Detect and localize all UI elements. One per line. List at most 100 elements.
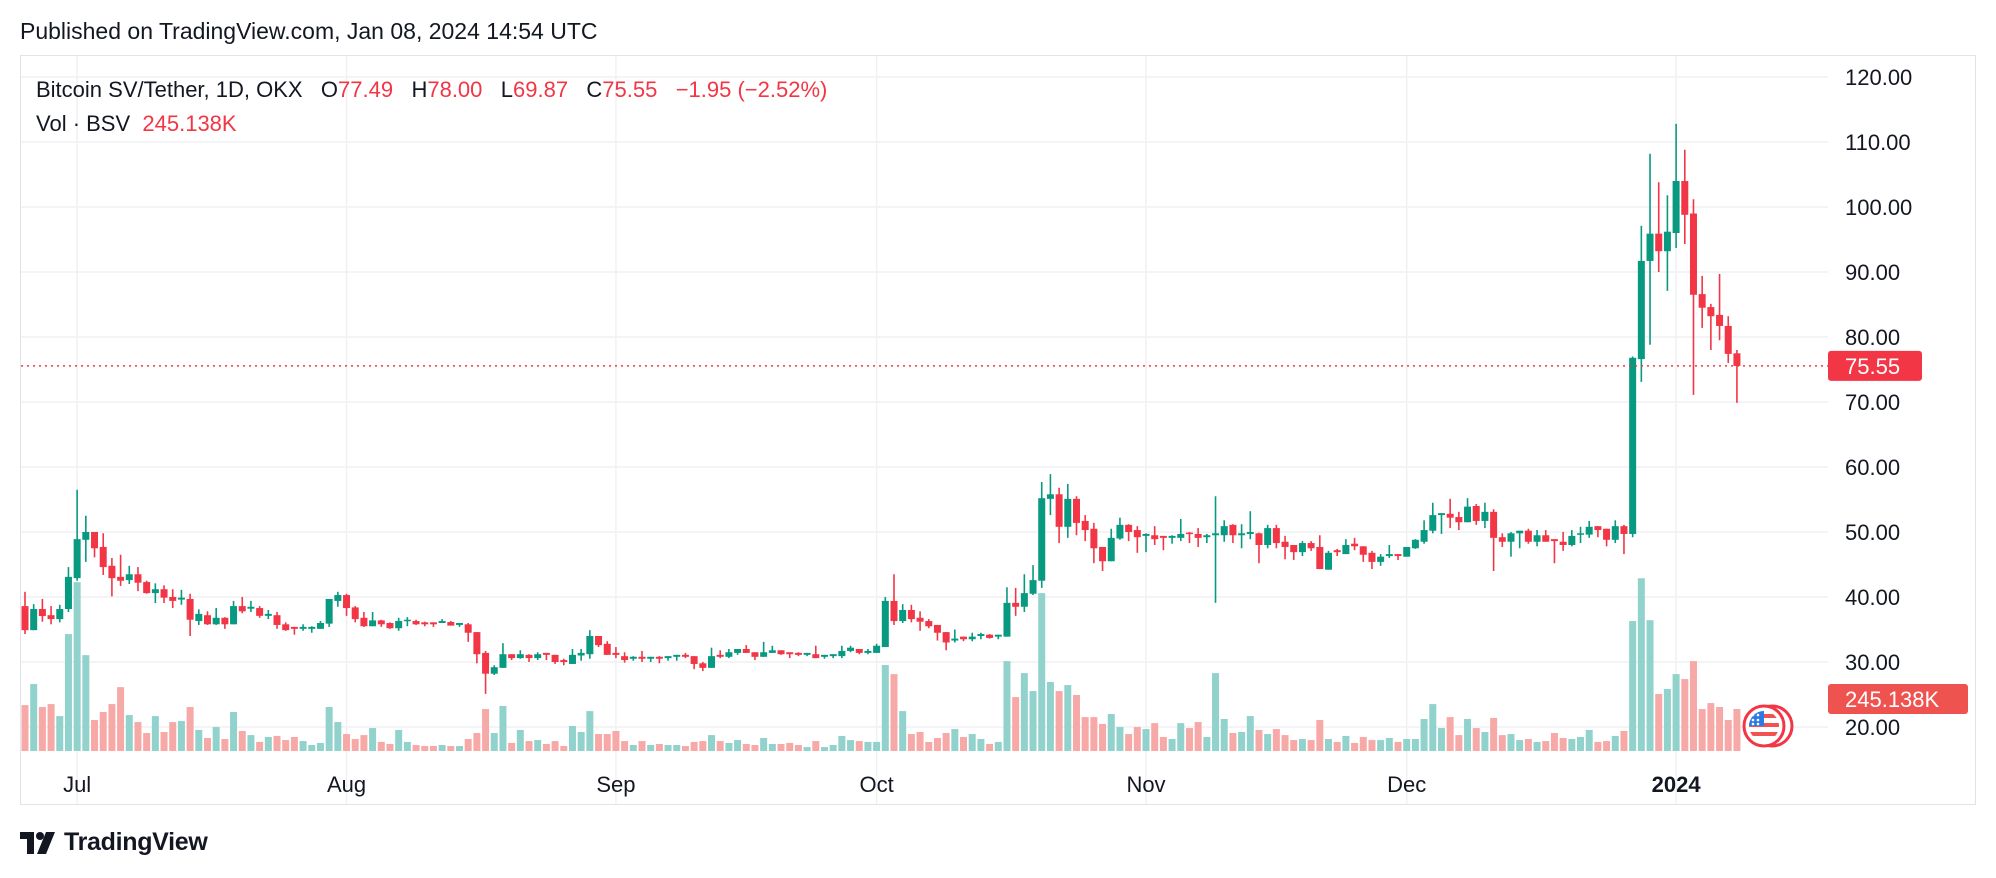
candle — [595, 636, 603, 648]
volume-bar — [1159, 736, 1167, 751]
candle — [864, 649, 872, 655]
volume-bar — [403, 741, 411, 751]
candle-body — [1151, 535, 1159, 540]
volume-bar — [421, 746, 429, 751]
candle — [1020, 574, 1028, 612]
volume-bar — [542, 743, 550, 751]
candle — [716, 650, 724, 659]
volume-bar — [1498, 735, 1506, 751]
volume-bar — [99, 711, 107, 751]
volume-bar — [482, 709, 490, 751]
candle-body — [1333, 550, 1341, 553]
us-flag-events-icon[interactable] — [1742, 704, 1794, 748]
volume-bar — [117, 687, 125, 751]
candle-body — [325, 598, 333, 624]
volume-bar — [794, 745, 802, 751]
y-tick-label: 110.00 — [1845, 130, 1911, 155]
candle — [1655, 182, 1663, 272]
volume-bar — [325, 706, 333, 751]
candle-body — [655, 656, 663, 659]
candle — [1185, 532, 1193, 544]
volume-bar — [777, 743, 785, 751]
candle-body — [690, 656, 698, 664]
volume-bar — [1403, 739, 1411, 751]
candle-body — [1368, 552, 1376, 562]
volume-bar — [655, 743, 663, 751]
volume-bar — [73, 582, 81, 751]
candle — [1516, 530, 1524, 549]
volume-bar — [760, 737, 768, 751]
candle — [742, 645, 750, 653]
candle — [386, 622, 394, 629]
y-tick-label: 120.00 — [1845, 65, 1912, 90]
candle-body — [603, 643, 611, 655]
candle-body — [890, 600, 898, 622]
candle-body — [1498, 537, 1506, 542]
candle — [1542, 530, 1550, 542]
volume-bar — [742, 743, 750, 751]
volume-bar — [134, 722, 142, 751]
candle — [221, 617, 229, 629]
candle — [456, 623, 463, 627]
candle-body — [1629, 357, 1637, 534]
candle — [1385, 545, 1393, 558]
candle — [1116, 517, 1124, 540]
candle-body — [673, 654, 681, 657]
candle-body — [1081, 520, 1089, 531]
volume-bar — [1568, 739, 1576, 751]
candle-body — [1577, 533, 1585, 535]
volume-bar — [82, 655, 90, 751]
candle — [1403, 546, 1411, 557]
volume-bar — [247, 735, 255, 751]
volume-bar — [1168, 739, 1176, 751]
candle — [1255, 532, 1263, 564]
candle — [73, 489, 81, 581]
candle — [1151, 526, 1159, 545]
volume-bar — [1481, 731, 1489, 751]
candle-body — [1455, 517, 1463, 523]
time-axis[interactable]: Jul Aug Sep Oct Nov Dec 2024 — [63, 772, 1701, 797]
volume-bar — [412, 745, 420, 751]
price-axis[interactable]: 120.00 110.00 100.00 90.00 80.00 70.00 60.00 50… — [1845, 65, 1912, 740]
candle-body — [91, 532, 99, 549]
volume-bar — [977, 739, 985, 751]
volume-bar — [1342, 735, 1350, 751]
candle-body — [1238, 533, 1246, 536]
candle — [1698, 275, 1706, 328]
candle — [760, 641, 768, 657]
candles — [21, 123, 1741, 694]
volume-bar — [647, 745, 655, 751]
volume-bar — [473, 733, 481, 751]
candle — [655, 656, 663, 664]
volume-bar — [1455, 735, 1463, 751]
candle — [1333, 548, 1341, 557]
candle-body — [1385, 554, 1393, 557]
volume-bar — [664, 745, 672, 751]
candle — [247, 600, 255, 612]
candle-body — [1099, 546, 1107, 562]
volume-bar — [212, 727, 220, 751]
candle-body — [803, 652, 811, 655]
volume-bar — [1733, 709, 1741, 751]
volume-bar — [1142, 729, 1150, 751]
y-tick-label: 60.00 — [1845, 455, 1900, 480]
candle-body — [1133, 530, 1141, 538]
symbol-legend[interactable]: Bitcoin SV/Tether, 1D, OKX O77.49 H78.00… — [36, 77, 827, 103]
candle — [134, 567, 142, 592]
volume-bar — [1637, 578, 1645, 751]
volume-bar — [47, 704, 55, 751]
candle-body — [820, 654, 828, 657]
candle — [1429, 502, 1437, 534]
candle-body — [751, 652, 759, 657]
candle — [369, 611, 377, 627]
candle — [525, 654, 533, 662]
volume-bar — [690, 741, 698, 751]
candle — [681, 652, 689, 659]
volume-bar — [708, 735, 716, 751]
volume-bar — [1333, 741, 1341, 751]
tradingview-logo[interactable]: TradingView — [20, 828, 208, 857]
candle — [403, 617, 411, 627]
candle — [516, 650, 524, 659]
volume-legend[interactable]: Vol · BSV 245.138K — [36, 111, 237, 137]
